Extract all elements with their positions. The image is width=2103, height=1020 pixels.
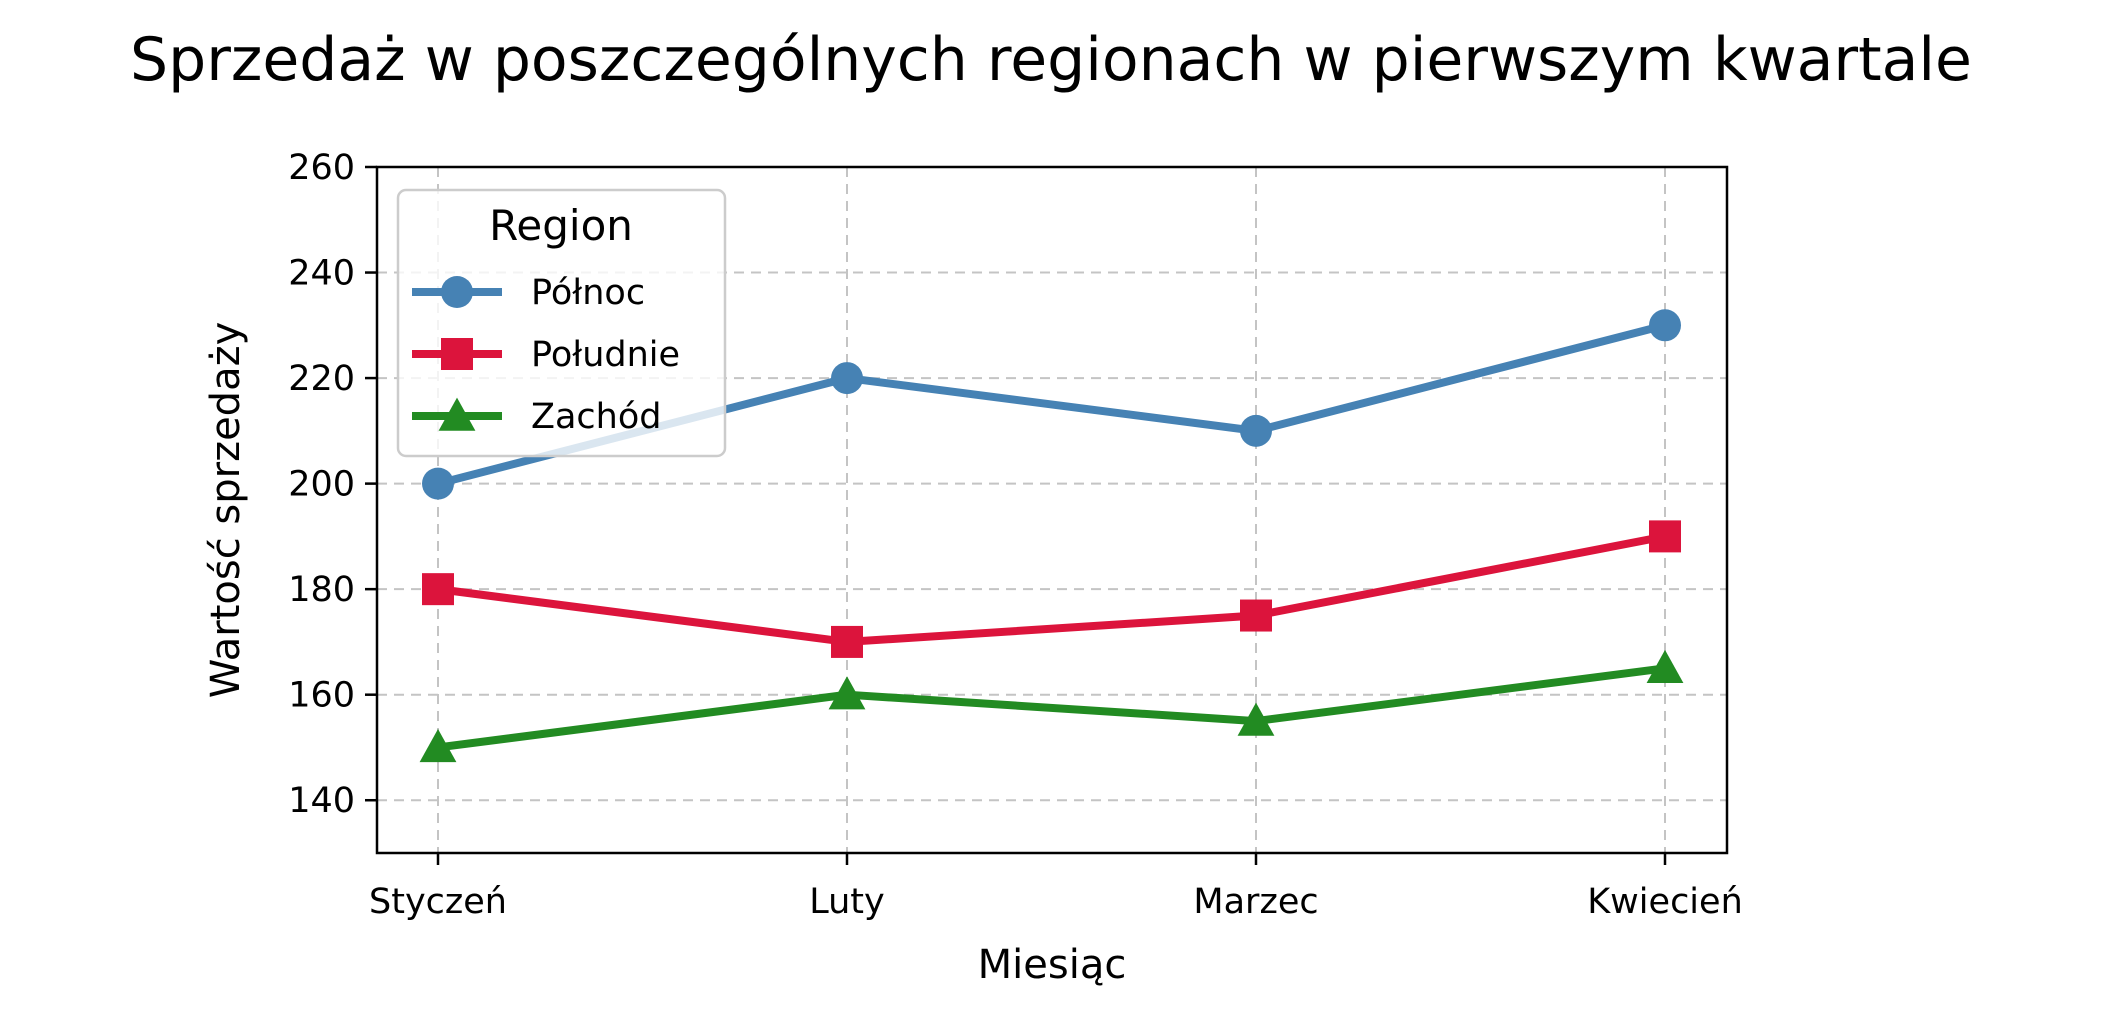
legend-marker bbox=[441, 338, 473, 370]
data-point bbox=[419, 729, 457, 763]
legend-item: Północ bbox=[412, 273, 645, 313]
data-point bbox=[422, 467, 454, 500]
axis-ticks: Styczeń Luty Marzec Kwiecień 140 160 180 200 220… bbox=[288, 148, 1743, 922]
data-point bbox=[1646, 649, 1684, 684]
legend-box bbox=[396, 188, 727, 458]
legend-item: Południe bbox=[412, 335, 680, 375]
y-tick-label: 140 bbox=[288, 781, 355, 821]
x-tick-label: Marzec bbox=[1193, 882, 1318, 922]
data-point bbox=[1237, 702, 1275, 736]
x-axis-label: Miesiąc bbox=[978, 942, 1127, 988]
legend-item: Zachód bbox=[412, 397, 661, 437]
chart-title: Sprzedaż w poszczególnych regionach w pi… bbox=[130, 25, 1972, 95]
x-tick-label: Kwiecień bbox=[1587, 882, 1743, 922]
plot-frame bbox=[375, 165, 1729, 855]
legend-marker bbox=[441, 276, 473, 308]
x-tick-label: Styczeń bbox=[369, 882, 507, 922]
data-point bbox=[1240, 599, 1272, 632]
data-point bbox=[1649, 520, 1681, 553]
y-axis-label: Wartość sprzedaży bbox=[203, 322, 249, 699]
legend: Region Północ Południe Zachód bbox=[396, 188, 727, 458]
legend-label: Zachód bbox=[531, 397, 661, 437]
series bbox=[419, 649, 1684, 763]
y-tick-label: 160 bbox=[288, 676, 355, 716]
y-tick-label: 180 bbox=[288, 570, 355, 610]
y-tick-label: 240 bbox=[288, 254, 355, 294]
legend-label: Południe bbox=[531, 335, 680, 375]
data-point bbox=[422, 573, 454, 606]
series bbox=[422, 520, 1681, 658]
data-point bbox=[828, 676, 866, 710]
series-line bbox=[434, 532, 1669, 646]
data-point bbox=[1649, 309, 1681, 342]
data-point bbox=[1240, 414, 1272, 447]
y-tick-label: 220 bbox=[288, 359, 355, 399]
x-tick-label: Luty bbox=[809, 882, 885, 922]
series-line bbox=[434, 664, 1669, 752]
legend-marker bbox=[438, 397, 476, 431]
y-tick-label: 260 bbox=[288, 148, 355, 188]
y-tick-label: 200 bbox=[288, 465, 355, 505]
legend-label: Północ bbox=[531, 273, 645, 313]
legend-title: Region bbox=[489, 201, 633, 250]
data-point bbox=[831, 625, 863, 658]
data-point bbox=[831, 362, 863, 395]
